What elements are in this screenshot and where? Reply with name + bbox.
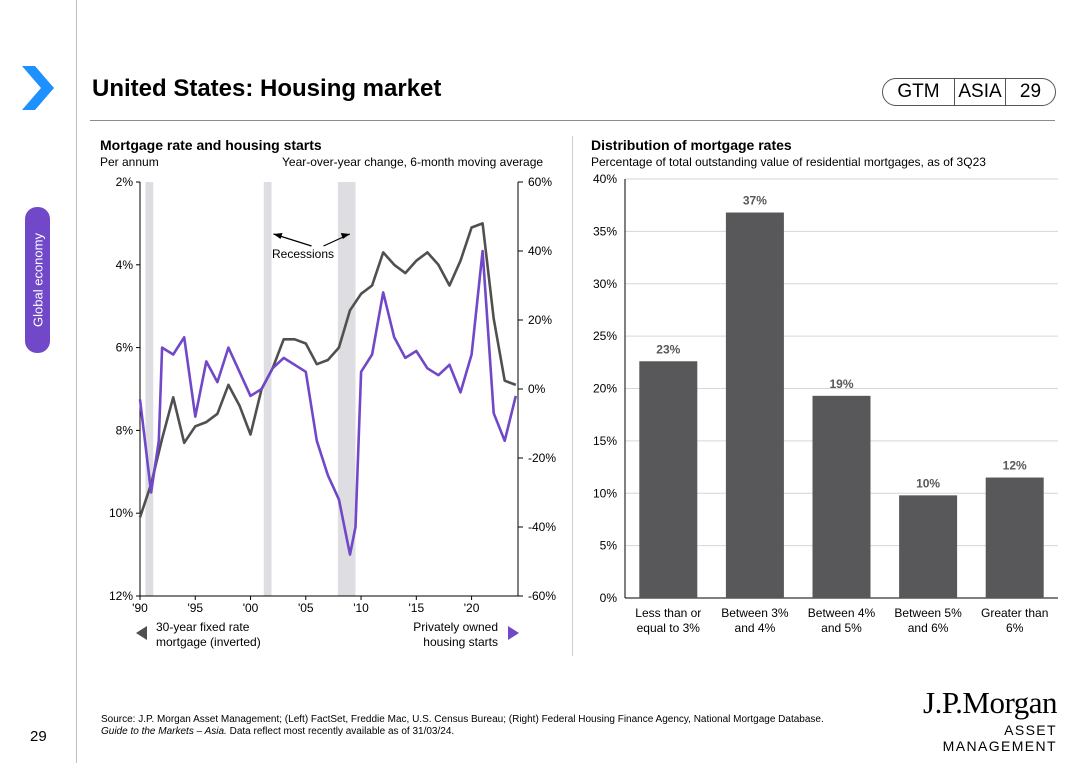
chart-divider xyxy=(572,136,573,656)
y-tick-label: 0% xyxy=(600,591,618,605)
data-label: 23% xyxy=(656,342,680,356)
section-tab-label: Global economy xyxy=(30,233,45,327)
recession-band-1 xyxy=(263,182,272,596)
jpmorgan-logo: J.P.Morgan ASSET MANAGEMENT xyxy=(905,685,1057,755)
recession-arrowhead-left xyxy=(273,233,283,239)
x-tick-label: '90 xyxy=(132,601,148,615)
series-line-housing-starts xyxy=(138,249,518,556)
right-chart-subtitle: Percentage of total outstanding value of… xyxy=(591,155,986,169)
recession-band-0 xyxy=(145,182,154,596)
series-line-mortgage-rate xyxy=(138,222,517,518)
category-label: 6% xyxy=(1006,621,1024,635)
x-tick-label: '05 xyxy=(298,601,314,615)
source-line-2: Data reflect most recently available as … xyxy=(226,726,455,737)
chevron-right-icon xyxy=(22,66,54,110)
bar-1 xyxy=(725,212,784,598)
bar-4 xyxy=(985,477,1044,598)
left-tick-label: 4% xyxy=(116,258,134,272)
right-chart-title: Distribution of mortgage rates xyxy=(591,137,792,153)
left-tick-label: 2% xyxy=(116,175,134,189)
right-tick-label: -40% xyxy=(528,520,556,534)
title-divider xyxy=(90,120,1055,121)
category-label: and 5% xyxy=(821,621,862,635)
y-tick-label: 25% xyxy=(593,329,617,343)
y-tick-label: 40% xyxy=(593,172,617,186)
right-tick-label: 20% xyxy=(528,313,552,327)
mortgage-distribution-bar-chart: 0% 5% 10% 15% 20% 25% 30% 35% 40% 23% Less than or… xyxy=(593,172,1058,635)
source-note: Source: J.P. Morgan Asset Management; (L… xyxy=(101,714,824,738)
left-tick-label: 8% xyxy=(116,423,134,437)
y-tick-label: 30% xyxy=(593,277,617,291)
badge-page: 29 xyxy=(1019,81,1042,102)
right-axis-label: Year-over-year change, 6-month moving av… xyxy=(282,155,544,169)
left-margin-rule xyxy=(76,0,77,763)
badge-region: ASIA xyxy=(954,79,1006,105)
y-tick-label: 20% xyxy=(593,382,617,396)
category-label: Between 5% xyxy=(894,606,962,620)
data-label: 12% xyxy=(1003,459,1027,473)
page-title: United States: Housing market xyxy=(92,75,442,102)
y-tick-label: 35% xyxy=(593,224,617,238)
data-label: 37% xyxy=(743,194,767,208)
recession-arrowhead-right xyxy=(340,233,350,239)
recession-band-2 xyxy=(337,182,356,596)
right-tick-label: 0% xyxy=(528,382,546,396)
logo-name: J.P.Morgan xyxy=(923,685,1057,720)
page-number: 29 xyxy=(30,728,47,745)
category-label: Between 4% xyxy=(808,606,876,620)
legend-arrow-right-icon xyxy=(508,626,519,640)
section-tab-global-economy[interactable]: Global economy xyxy=(25,207,50,353)
right-tick-label: 40% xyxy=(528,244,552,258)
data-label: 19% xyxy=(829,377,853,391)
legend-arrow-left-icon xyxy=(136,626,147,640)
source-italic: Guide to the Markets – Asia. xyxy=(101,726,227,737)
y-tick-label: 10% xyxy=(593,486,617,500)
y-tick-label: 5% xyxy=(600,539,618,553)
housing-line-chart: 2% 4% 6% 8% 10% 12% 60% 40% 20% 0% -20% -40% -60% '90… xyxy=(109,175,556,649)
category-label: Greater than xyxy=(981,606,1048,620)
source-line-1: Source: J.P. Morgan Asset Management; (L… xyxy=(101,714,824,725)
category-label: Less than or xyxy=(635,606,701,620)
x-tick-label: '15 xyxy=(408,601,424,615)
right-tick-label: 60% xyxy=(528,175,552,189)
gtm-badge: GTM ASIA 29 xyxy=(882,78,1056,106)
right-tick-label: -60% xyxy=(528,589,556,603)
category-label: equal to 3% xyxy=(637,621,701,635)
category-label: and 4% xyxy=(735,621,776,635)
left-tick-label: 10% xyxy=(109,506,133,520)
bar-0 xyxy=(639,361,698,598)
x-tick-label: '95 xyxy=(187,601,203,615)
logo-subtitle: ASSET MANAGEMENT xyxy=(942,722,1057,754)
y-tick-label: 15% xyxy=(593,434,617,448)
category-label: Between 3% xyxy=(721,606,789,620)
legend-mortgage-line1: 30-year fixed rate xyxy=(156,620,250,634)
legend-starts-line1: Privately owned xyxy=(413,620,498,634)
recessions-label: Recessions xyxy=(272,247,334,261)
x-tick-label: '20 xyxy=(464,601,480,615)
x-tick-label: '00 xyxy=(243,601,259,615)
bar-3 xyxy=(899,495,958,598)
left-tick-label: 12% xyxy=(109,589,133,603)
badge-gtm: GTM xyxy=(897,81,940,102)
legend-mortgage-line2: mortgage (inverted) xyxy=(156,635,261,649)
left-axis-label: Per annum xyxy=(100,155,159,169)
left-chart-title: Mortgage rate and housing starts xyxy=(100,137,322,153)
left-tick-label: 6% xyxy=(116,341,134,355)
data-label: 10% xyxy=(916,476,940,490)
category-label: and 6% xyxy=(908,621,949,635)
legend-starts-line2: housing starts xyxy=(423,635,498,649)
x-tick-label: '10 xyxy=(353,601,369,615)
right-tick-label: -20% xyxy=(528,451,556,465)
bar-2 xyxy=(812,395,871,598)
